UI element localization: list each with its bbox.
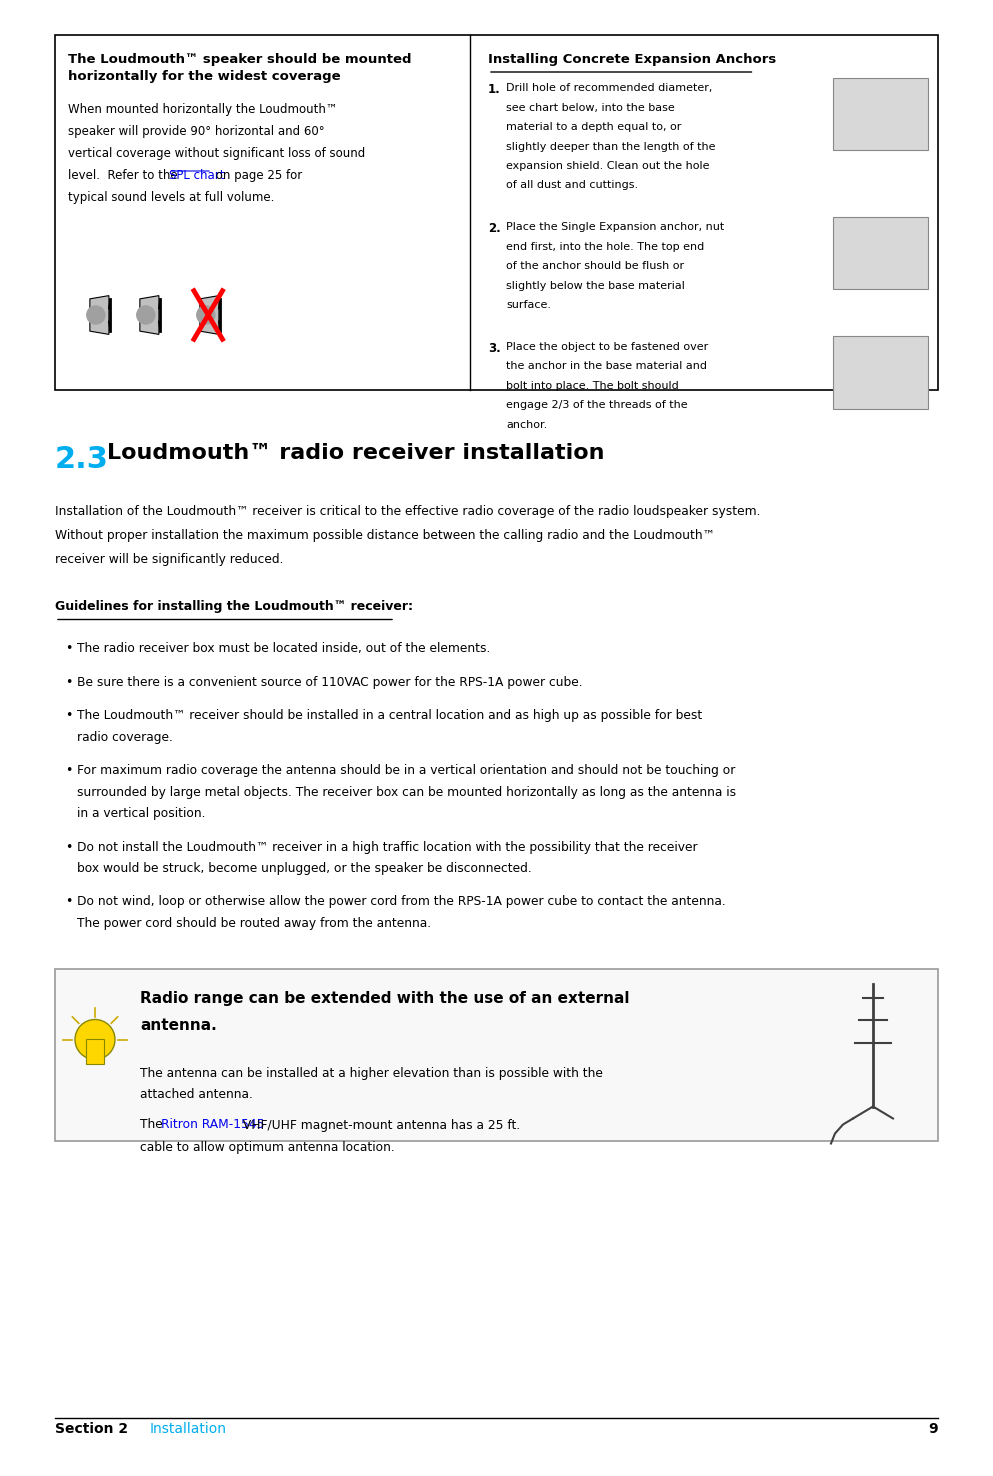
Text: slightly below the base material: slightly below the base material bbox=[506, 280, 685, 291]
Text: Place the Single Expansion anchor, nut: Place the Single Expansion anchor, nut bbox=[506, 221, 724, 232]
Text: anchor.: anchor. bbox=[506, 419, 547, 430]
Text: The Loudmouth™ receiver should be installed in a central location and as high up: The Loudmouth™ receiver should be instal… bbox=[77, 708, 702, 722]
Text: •: • bbox=[65, 840, 72, 853]
Text: attached antenna.: attached antenna. bbox=[140, 1088, 253, 1101]
Text: of all dust and cuttings.: of all dust and cuttings. bbox=[506, 180, 638, 190]
Circle shape bbox=[75, 1020, 115, 1060]
Text: level.  Refer to the: level. Refer to the bbox=[68, 168, 182, 182]
Text: 3.: 3. bbox=[488, 341, 500, 354]
Text: Guidelines for installing the Loudmouth™ receiver:: Guidelines for installing the Loudmouth™… bbox=[55, 601, 413, 613]
Text: speaker will provide 90° horizontal and 60°: speaker will provide 90° horizontal and … bbox=[68, 125, 325, 137]
Text: The antenna can be installed at a higher elevation than is possible with the: The antenna can be installed at a higher… bbox=[140, 1067, 603, 1079]
Bar bbox=[55, 35, 938, 390]
Text: engage 2/3 of the threads of the: engage 2/3 of the threads of the bbox=[506, 400, 687, 410]
Bar bbox=[833, 337, 928, 409]
Text: 2.: 2. bbox=[488, 221, 500, 235]
Circle shape bbox=[86, 306, 105, 325]
Text: expansion shield. Clean out the hole: expansion shield. Clean out the hole bbox=[506, 161, 710, 171]
Text: typical sound levels at full volume.: typical sound levels at full volume. bbox=[68, 190, 274, 204]
Text: box would be struck, become unplugged, or the speaker be disconnected.: box would be struck, become unplugged, o… bbox=[77, 862, 531, 875]
Polygon shape bbox=[89, 295, 109, 335]
Text: bolt into place. The bolt should: bolt into place. The bolt should bbox=[506, 381, 679, 391]
Text: •: • bbox=[65, 676, 72, 688]
Bar bbox=[86, 1039, 104, 1064]
Text: surrounded by large metal objects. The receiver box can be mounted horizontally : surrounded by large metal objects. The r… bbox=[77, 785, 736, 799]
Text: 1.: 1. bbox=[488, 83, 500, 96]
Text: •: • bbox=[65, 642, 72, 655]
Text: Drill hole of recommended diameter,: Drill hole of recommended diameter, bbox=[506, 83, 712, 93]
Text: antenna.: antenna. bbox=[140, 1018, 216, 1033]
Text: material to a depth equal to, or: material to a depth equal to, or bbox=[506, 123, 681, 131]
Text: Do not install the Loudmouth™ receiver in a high traffic location with the possi: Do not install the Loudmouth™ receiver i… bbox=[77, 840, 698, 853]
Text: Installing Concrete Expansion Anchors: Installing Concrete Expansion Anchors bbox=[488, 53, 777, 66]
Text: Installation of the Loudmouth™ receiver is critical to the effective radio cover: Installation of the Loudmouth™ receiver … bbox=[55, 505, 761, 518]
Text: The Loudmouth™ speaker should be mounted
horizontally for the widest coverage: The Loudmouth™ speaker should be mounted… bbox=[68, 53, 411, 83]
Text: radio coverage.: radio coverage. bbox=[77, 731, 173, 744]
Bar bbox=[833, 217, 928, 289]
Text: The: The bbox=[140, 1119, 167, 1132]
Text: The radio receiver box must be located inside, out of the elements.: The radio receiver box must be located i… bbox=[77, 642, 491, 655]
Text: Be sure there is a convenient source of 110VAC power for the RPS-1A power cube.: Be sure there is a convenient source of … bbox=[77, 676, 583, 688]
Text: Installation: Installation bbox=[150, 1421, 227, 1436]
Text: 2.3: 2.3 bbox=[55, 444, 109, 474]
Text: •: • bbox=[65, 708, 72, 722]
Circle shape bbox=[137, 306, 155, 325]
Polygon shape bbox=[200, 295, 218, 335]
Text: •: • bbox=[65, 896, 72, 909]
Text: cable to allow optimum antenna location.: cable to allow optimum antenna location. bbox=[140, 1141, 395, 1154]
Text: SPL chart: SPL chart bbox=[169, 168, 224, 182]
Text: Without proper installation the maximum possible distance between the calling ra: Without proper installation the maximum … bbox=[55, 528, 715, 542]
Text: The power cord should be routed away from the antenna.: The power cord should be routed away fro… bbox=[77, 917, 431, 930]
Text: For maximum radio coverage the antenna should be in a vertical orientation and s: For maximum radio coverage the antenna s… bbox=[77, 765, 736, 776]
Text: When mounted horizontally the Loudmouth™: When mounted horizontally the Loudmouth™ bbox=[68, 103, 338, 117]
Text: in a vertical position.: in a vertical position. bbox=[77, 807, 206, 821]
Text: •: • bbox=[65, 765, 72, 776]
Text: slightly deeper than the length of the: slightly deeper than the length of the bbox=[506, 142, 716, 152]
Text: VHF/UHF magnet-mount antenna has a 25 ft.: VHF/UHF magnet-mount antenna has a 25 ft… bbox=[238, 1119, 520, 1132]
Text: 9: 9 bbox=[928, 1421, 938, 1436]
Text: Radio range can be extended with the use of an external: Radio range can be extended with the use… bbox=[140, 990, 630, 1005]
Text: Do not wind, loop or otherwise allow the power cord from the RPS-1A power cube t: Do not wind, loop or otherwise allow the… bbox=[77, 896, 726, 909]
Text: Loudmouth™ radio receiver installation: Loudmouth™ radio receiver installation bbox=[107, 443, 605, 463]
Circle shape bbox=[197, 306, 214, 325]
Polygon shape bbox=[140, 295, 159, 335]
Bar bbox=[833, 78, 928, 151]
Text: surface.: surface. bbox=[506, 300, 551, 310]
Text: of the anchor should be flush or: of the anchor should be flush or bbox=[506, 261, 684, 272]
Text: Place the object to be fastened over: Place the object to be fastened over bbox=[506, 341, 708, 351]
Text: vertical coverage without significant loss of sound: vertical coverage without significant lo… bbox=[68, 148, 365, 159]
Text: Ritron RAM-1545: Ritron RAM-1545 bbox=[161, 1119, 264, 1132]
Text: see chart below, into the base: see chart below, into the base bbox=[506, 102, 675, 112]
Text: the anchor in the base material and: the anchor in the base material and bbox=[506, 362, 707, 370]
Text: Section 2: Section 2 bbox=[55, 1421, 128, 1436]
Text: end first, into the hole. The top end: end first, into the hole. The top end bbox=[506, 242, 704, 251]
Text: on page 25 for: on page 25 for bbox=[212, 168, 302, 182]
Bar bbox=[55, 968, 938, 1141]
Text: receiver will be significantly reduced.: receiver will be significantly reduced. bbox=[55, 554, 283, 565]
